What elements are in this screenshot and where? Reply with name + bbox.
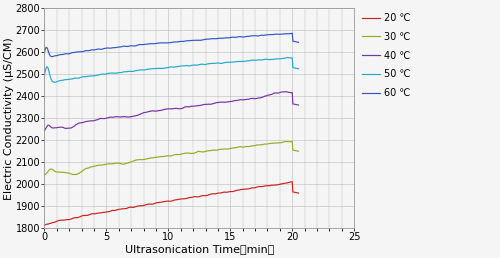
20 ℃	[42, 223, 48, 227]
30 ℃	[278, 141, 284, 144]
Y-axis label: Electric Conductivity (μS/CM): Electric Conductivity (μS/CM)	[4, 37, 14, 200]
50 ℃	[296, 67, 302, 70]
50 ℃	[278, 57, 283, 60]
30 ℃	[277, 141, 283, 144]
60 ℃	[290, 32, 296, 35]
20 ℃	[122, 207, 128, 210]
40 ℃	[214, 101, 220, 104]
X-axis label: Ultrasonication Time（min）: Ultrasonication Time（min）	[124, 244, 274, 254]
60 ℃	[280, 33, 285, 36]
Line: 60 ℃: 60 ℃	[44, 33, 298, 57]
40 ℃	[244, 98, 250, 101]
50 ℃	[42, 74, 48, 77]
20 ℃	[277, 183, 283, 186]
30 ℃	[270, 141, 276, 144]
40 ℃	[278, 91, 284, 94]
30 ℃	[214, 149, 220, 152]
Legend: 20 ℃, 30 ℃, 40 ℃, 50 ℃, 60 ℃: 20 ℃, 30 ℃, 40 ℃, 50 ℃, 60 ℃	[362, 13, 410, 98]
30 ℃	[296, 150, 302, 153]
40 ℃	[42, 129, 48, 132]
20 ℃	[288, 180, 294, 183]
20 ℃	[244, 187, 250, 190]
50 ℃	[122, 70, 128, 73]
40 ℃	[270, 92, 276, 95]
60 ℃	[122, 45, 128, 48]
20 ℃	[270, 184, 276, 187]
50 ℃	[216, 61, 222, 64]
Line: 30 ℃: 30 ℃	[44, 141, 298, 175]
50 ℃	[285, 56, 291, 59]
40 ℃	[296, 103, 302, 107]
30 ℃	[244, 145, 250, 148]
30 ℃	[42, 174, 48, 177]
20 ℃	[296, 191, 302, 195]
60 ℃	[278, 33, 283, 36]
60 ℃	[296, 41, 302, 44]
Line: 20 ℃: 20 ℃	[44, 182, 298, 225]
40 ℃	[122, 115, 128, 118]
Line: 50 ℃: 50 ℃	[44, 58, 298, 82]
60 ℃	[42, 51, 48, 54]
60 ℃	[271, 33, 277, 36]
60 ℃	[244, 35, 250, 38]
50 ℃	[271, 58, 277, 61]
Line: 40 ℃: 40 ℃	[44, 92, 298, 131]
60 ℃	[216, 37, 222, 40]
50 ℃	[280, 57, 285, 60]
40 ℃	[282, 90, 288, 93]
50 ℃	[52, 81, 58, 84]
30 ℃	[122, 162, 128, 165]
20 ℃	[278, 182, 284, 186]
60 ℃	[49, 55, 55, 58]
30 ℃	[282, 140, 288, 143]
40 ℃	[277, 91, 283, 94]
20 ℃	[214, 192, 220, 195]
50 ℃	[244, 59, 250, 62]
